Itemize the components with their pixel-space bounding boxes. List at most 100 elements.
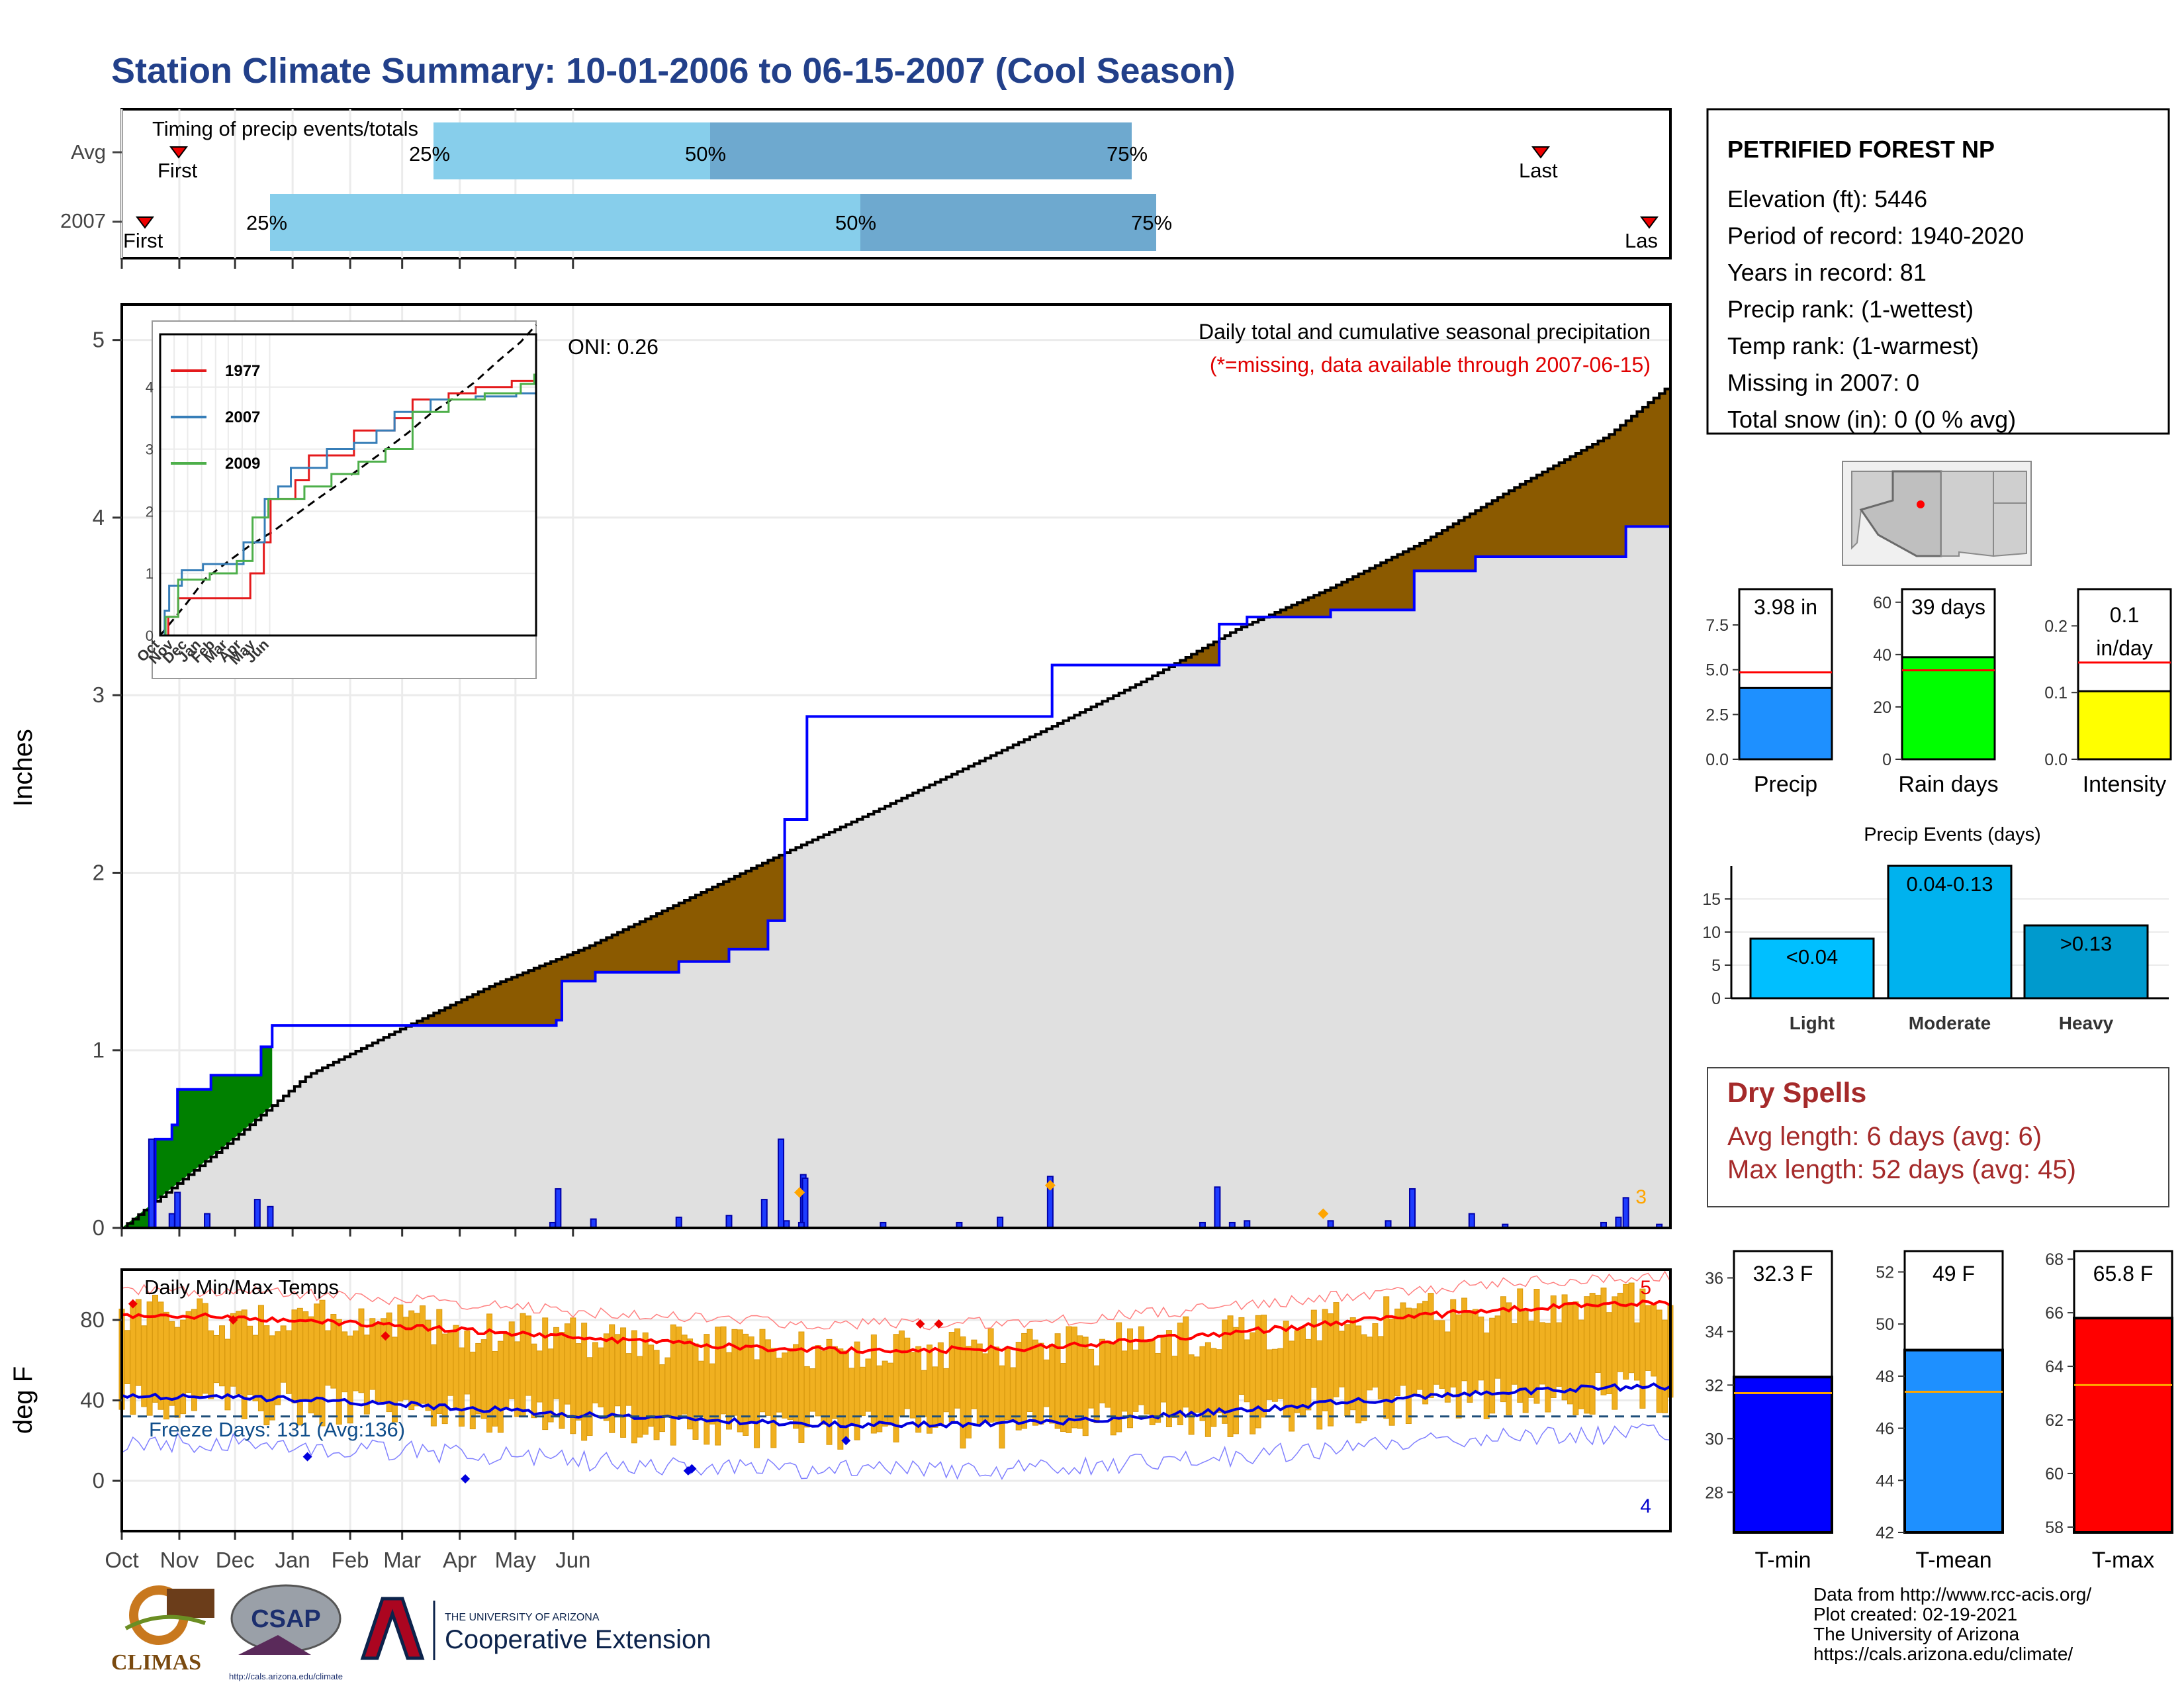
daily-temp-bar [1623,1284,1629,1380]
daily-temp-bar [1467,1310,1473,1403]
daily-temp-bar [1500,1296,1506,1403]
daily-temp-bar [553,1327,560,1399]
daily-temp-bar [1628,1282,1635,1374]
record-low-marker [461,1474,471,1483]
events-bar-label: Heavy [2059,1013,2114,1033]
record-min-envelope [121,1423,1671,1480]
daily-temp-bar [319,1299,326,1427]
daily-temp-bar [1506,1302,1512,1416]
daily-temp-bar [1372,1323,1379,1388]
daily-temp-bar [859,1366,866,1417]
daily-temp-bar [1205,1342,1211,1437]
daily-temp-bar [954,1328,961,1409]
daily-temp-bar [441,1333,448,1425]
climas-logo-text: CLIMAS [111,1650,201,1675]
csap-url: http://cals.arizona.edu/climate [229,1671,343,1681]
daily-temp-bar [1194,1356,1201,1413]
temp-summary-tick-label: 46 [1876,1420,1894,1438]
inset-ytick-label: 3 [146,442,154,458]
precip-count: 3 [1635,1186,1647,1208]
daily-temp-bar [575,1343,582,1421]
summary-value-text: 39 days [1911,595,1985,619]
summary-label: Rain days [1898,772,1998,797]
temp-label: Daily Min/Max Temps [144,1276,339,1299]
daily-temp-bar [770,1348,777,1448]
daily-temp-bar [826,1338,833,1445]
daily-temp-bar [330,1314,337,1389]
daily-temp-bar [269,1335,275,1421]
events-tick-label: 0 [1711,990,1721,1008]
events-bar-label: Light [1790,1013,1835,1033]
daily-temp-bar [1199,1346,1206,1421]
daily-precip-bar [1622,1197,1629,1229]
daily-temp-bar [391,1336,398,1423]
footer-line: Plot created: 02-19-2021 [1813,1604,2017,1624]
main-ytick-label: 0 [93,1215,105,1240]
summary-bar-precip: 0.0 2.5 5.0 7.5 3.98 in Precip [1706,588,1833,797]
daily-temp-bar [1082,1336,1089,1436]
daily-temp-bar [1472,1309,1479,1391]
daily-temp-bar [592,1342,598,1403]
daily-temp-bar [430,1344,437,1427]
summary-tick-label: 0.0 [2044,751,2068,769]
temp-summary-bar [2073,1317,2173,1534]
daily-temp-bar [375,1324,381,1402]
daily-temp-bar [1328,1313,1334,1427]
daily-temp-bar [1305,1338,1312,1411]
daily-precip-bar [997,1216,1004,1229]
daily-temp-bar [1606,1312,1612,1395]
daily-precip-bar [590,1218,597,1229]
record-max-envelope [121,1270,1671,1331]
temp-summary-tick-label: 64 [2045,1358,2064,1376]
daily-temp-bar [241,1309,248,1419]
daily-temp-bar [1294,1330,1300,1413]
daily-temp-bar [1361,1334,1367,1421]
daily-temp-bar [286,1330,293,1394]
daily-temp-bar [1093,1365,1100,1423]
daily-temp-bar [1589,1293,1596,1415]
timing-avg-50: 50% [685,142,726,165]
temp-ytick-label: 0 [93,1468,105,1493]
temp-summary-tick-label: 58 [2045,1519,2064,1537]
summary-tick-label: 5.0 [1706,661,1729,680]
cumulative-2007-line [122,525,1670,1229]
summary-tick-label: 2.5 [1706,706,1729,724]
temp-summary-tick-label: 42 [1876,1524,1894,1542]
temp-summary-tick-label: 68 [2045,1250,2064,1269]
daily-temp-bar [1533,1289,1540,1404]
daily-temp-bar [1038,1342,1044,1425]
daily-temp-bar [1289,1340,1295,1432]
summary-value-unit: in/day [2096,636,2152,660]
daily-temp-bar [152,1295,159,1403]
timing-label: Timing of precip events/totals [152,117,418,140]
daily-temp-bar [1165,1330,1172,1428]
events-bar-value: >0.13 [2060,932,2112,955]
daily-temp-bar [252,1335,259,1401]
events-tick-label: 10 [1702,923,1721,942]
timing-2007-75: 75% [1131,211,1172,234]
station-location-dot [1917,500,1925,508]
daily-temp-bar [213,1335,220,1383]
daily-temp-bar [1528,1321,1535,1398]
daily-temp-bar [458,1347,465,1427]
daily-temp-bar [224,1338,231,1411]
daily-temp-bar [1138,1326,1144,1405]
record-low-marker [302,1452,312,1462]
daily-temp-bar [581,1323,588,1441]
daily-temp-bar [937,1342,944,1425]
dry-spells-avg: Avg length: 6 days (avg: 6) [1727,1122,2042,1151]
main-ytick-label: 5 [93,328,105,352]
daily-temp-bar [475,1342,482,1415]
daily-temp-bar [1188,1354,1195,1435]
daily-temp-bar [1244,1339,1250,1403]
daily-temp-bar [1400,1302,1406,1386]
daily-temp-bar [754,1359,760,1448]
daily-temp-bar [146,1301,153,1416]
daily-temp-bar [1127,1328,1134,1429]
timing-avg-last-marker [1531,146,1550,159]
summary-value-bar [2077,690,2172,761]
daily-temp-bar [219,1325,226,1387]
month-label-jan: Jan [275,1548,310,1572]
precip-caption: Daily total and cumulative seasonal prec… [1199,320,1651,344]
daily-temp-bar [909,1352,916,1419]
